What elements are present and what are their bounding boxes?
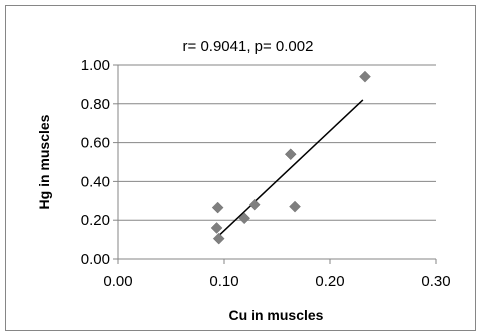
y-tick-label: 0.80 bbox=[81, 96, 110, 113]
y-tick-label: 0.40 bbox=[81, 173, 110, 190]
y-tick-label: 1.00 bbox=[81, 57, 110, 74]
y-axis-label: Hg in muscles bbox=[36, 114, 52, 209]
y-tick-label: 0.00 bbox=[81, 251, 110, 268]
y-tick-label: 0.60 bbox=[81, 135, 110, 152]
data-point bbox=[359, 70, 371, 83]
data-points bbox=[210, 70, 371, 245]
data-point bbox=[212, 232, 225, 245]
x-axis-label: Cu in muscles bbox=[229, 307, 324, 323]
data-point bbox=[238, 212, 250, 225]
data-point bbox=[248, 198, 261, 211]
data-point bbox=[210, 222, 223, 234]
data-point bbox=[284, 148, 297, 161]
y-tick-label: 0.20 bbox=[81, 212, 110, 229]
data-point bbox=[289, 200, 301, 213]
chart-annotation: r= 0.9041, p= 0.002 bbox=[183, 38, 314, 55]
trendline-group bbox=[218, 99, 364, 237]
x-tick-label: 0.30 bbox=[421, 273, 450, 290]
x-tick-label: 0.00 bbox=[103, 273, 132, 290]
tick-labels: 0.00 0.20 0.40 0.60 0.80 1.00 0.00 0.10 0.20 0.30 bbox=[81, 57, 451, 290]
trendline bbox=[218, 99, 364, 237]
x-tick-label: 0.20 bbox=[315, 273, 344, 290]
data-point bbox=[211, 201, 224, 214]
axes bbox=[113, 64, 437, 264]
x-tick-label: 0.10 bbox=[209, 273, 238, 290]
chart-border bbox=[5, 5, 476, 331]
